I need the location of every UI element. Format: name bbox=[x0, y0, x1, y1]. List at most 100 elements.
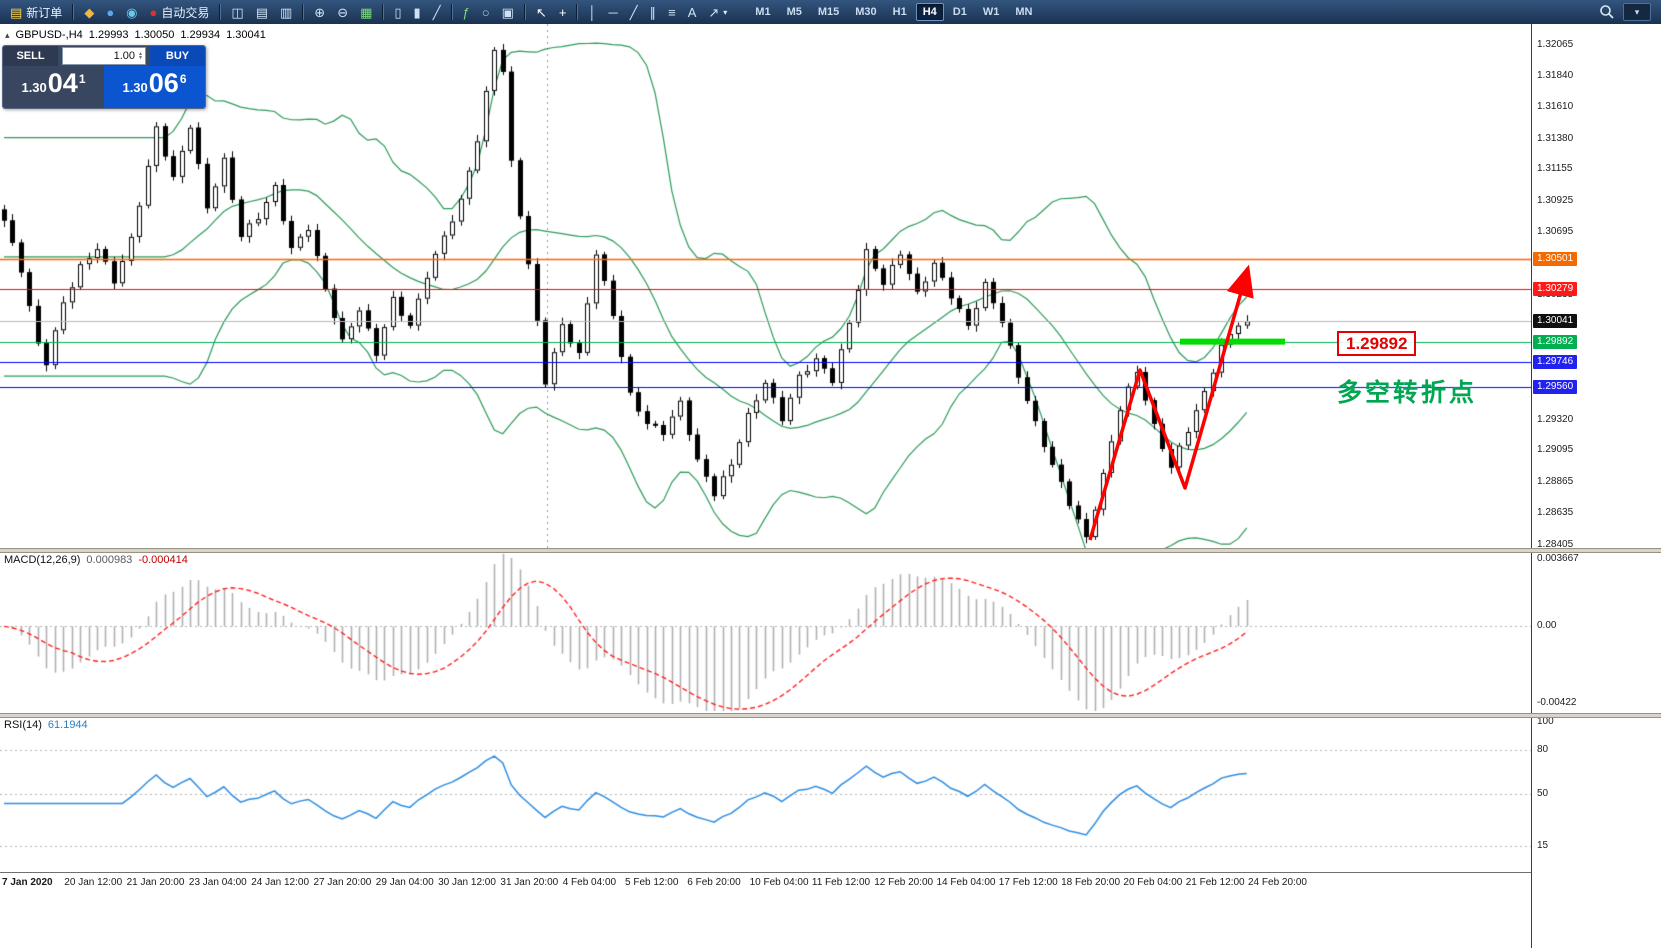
timeframe-m30[interactable]: M30 bbox=[855, 6, 877, 18]
panel-splitter-macd[interactable] bbox=[0, 548, 1661, 553]
arrow-tool-icon[interactable]: ↗ ▾ bbox=[703, 2, 732, 22]
sell-button[interactable]: SELL bbox=[3, 46, 58, 66]
templates-icon-glyph: ▣ bbox=[501, 4, 514, 20]
rsi-axis[interactable]: 100 80 50 15 bbox=[1532, 716, 1661, 872]
chart-windows-icon-glyph: ▥ bbox=[279, 4, 293, 20]
community-icon-glyph: ◉ bbox=[126, 4, 138, 20]
buy-price[interactable]: 1.30 06 6 bbox=[104, 66, 205, 108]
trendline-icon[interactable]: ╱ bbox=[625, 2, 643, 22]
panel-splitter-rsi[interactable] bbox=[0, 713, 1661, 718]
price-axis-label: 1.30695 bbox=[1537, 226, 1574, 238]
toolbar-separator bbox=[72, 4, 75, 20]
rsi-axis-label: 15 bbox=[1537, 839, 1549, 851]
volume-spinner[interactable]: ▲ ▼ bbox=[138, 51, 143, 61]
macd-canvas[interactable] bbox=[0, 551, 1531, 713]
line-chart-icon[interactable]: ╱ bbox=[428, 2, 446, 22]
rsi-label: RSI(14) 61.1944 bbox=[4, 719, 88, 731]
candlestick-chart-icon-glyph: ▮ bbox=[413, 4, 421, 20]
time-axis-label: 30 Jan 12:00 bbox=[438, 877, 496, 888]
macd-axis[interactable]: 0.003667 0.00 -0.00422 bbox=[1532, 551, 1661, 713]
new-order-button-label: 新订单 bbox=[26, 5, 63, 20]
zoom-out-icon-glyph: ⊖ bbox=[337, 4, 349, 20]
chart-windows-icon[interactable]: ▥ bbox=[275, 2, 297, 22]
ohlc-low: 1.29934 bbox=[180, 29, 221, 41]
text-icon[interactable]: A bbox=[683, 2, 702, 22]
zoom-in-icon[interactable]: ⊕ bbox=[309, 2, 330, 22]
fibonacci-icon[interactable]: ≡ bbox=[663, 2, 681, 22]
timeframe-d1[interactable]: D1 bbox=[952, 6, 967, 18]
rsi-canvas[interactable] bbox=[0, 716, 1531, 872]
price-axis-label: 1.29320 bbox=[1537, 413, 1574, 425]
zoom-out-icon[interactable]: ⊖ bbox=[332, 2, 353, 22]
price-axis[interactable]: 1.32065 1.31840 1.31610 1.31380 1.31155 1.309… bbox=[1532, 24, 1661, 550]
chart-header: ▴ GBPUSD-,H4 1.29993 1.30050 1.29934 1.3… bbox=[5, 29, 266, 41]
market-watch-icon[interactable]: ● bbox=[101, 2, 119, 22]
sell-price-big: 04 bbox=[47, 68, 78, 98]
chart-profiles-icon[interactable]: ▤ bbox=[251, 2, 273, 22]
price-chart-canvas[interactable] bbox=[0, 24, 1531, 548]
time-axis-label: 24 Jan 12:00 bbox=[251, 877, 310, 888]
arrow-tool-icon-dropdown[interactable]: ▾ bbox=[723, 7, 728, 17]
chart-symbol-period: GBPUSD-,H4 bbox=[15, 29, 83, 41]
timeframe-h1[interactable]: H1 bbox=[892, 6, 907, 18]
time-axis-label: 27 Jan 20:00 bbox=[313, 877, 372, 888]
period-icon[interactable]: ○ bbox=[477, 2, 495, 22]
volume-field-wrap: 1.00 ▲ ▼ bbox=[58, 46, 150, 66]
trendline-icon-glyph: ╱ bbox=[629, 4, 638, 20]
macd-panel: MACD(12,26,9) 0.000983 -0.000414 bbox=[0, 551, 1531, 713]
time-axis-label: 18 Feb 20:00 bbox=[1061, 877, 1121, 888]
channel-icon[interactable]: ∥ bbox=[645, 2, 662, 22]
timeframe-m5[interactable]: M5 bbox=[786, 6, 802, 18]
new-chart-icon[interactable]: ◫ bbox=[226, 2, 248, 22]
sell-price[interactable]: 1.30 04 1 bbox=[3, 66, 104, 108]
price-callout[interactable]: 1.29892 bbox=[1337, 331, 1417, 356]
new-order-button[interactable]: ▤ 新订单 bbox=[5, 2, 67, 22]
price-axis-label: 1.29095 bbox=[1537, 444, 1574, 456]
macd-value-main: 0.000983 bbox=[86, 554, 133, 566]
vertical-line-icon[interactable]: │ bbox=[583, 2, 601, 22]
time-axis-label: 29 Jan 04:00 bbox=[375, 877, 434, 888]
price-axis-label: 1.31155 bbox=[1537, 163, 1573, 175]
toolbar-right: ▾ bbox=[1599, 3, 1657, 21]
timeframe-mn[interactable]: MN bbox=[1015, 6, 1033, 18]
quick-nav-box[interactable]: ▾ bbox=[1623, 3, 1651, 21]
search-icon[interactable] bbox=[1599, 4, 1615, 20]
community-icon[interactable]: ◉ bbox=[121, 2, 142, 22]
bar-chart-icon[interactable]: ▯ bbox=[389, 2, 406, 22]
grid-icon[interactable]: ▦ bbox=[355, 2, 377, 22]
candlestick-chart-icon[interactable]: ▮ bbox=[409, 2, 426, 22]
annotation-text[interactable]: 多空转折点 bbox=[1337, 379, 1478, 407]
time-axis-label: 14 Feb 04:00 bbox=[936, 877, 996, 888]
price-tag: 1.30279 bbox=[1533, 281, 1578, 296]
spinner-down-icon[interactable]: ▼ bbox=[138, 55, 143, 61]
indicators-icon[interactable]: ƒ bbox=[458, 2, 475, 22]
new-chart-icon-glyph: ◫ bbox=[231, 4, 244, 20]
auto-trading-button-label: 自动交易 bbox=[161, 5, 210, 20]
volume-value: 1.00 bbox=[113, 50, 136, 62]
buy-button[interactable]: BUY bbox=[150, 46, 205, 66]
templates-icon[interactable]: ▣ bbox=[497, 2, 519, 22]
price-axis-column[interactable]: 1.32065 1.31840 1.31610 1.31380 1.31155 1.309… bbox=[1531, 24, 1661, 948]
crosshair-icon[interactable]: + bbox=[554, 2, 572, 22]
text-icon-glyph: A bbox=[687, 4, 697, 20]
time-axis-label: 20 Feb 04:00 bbox=[1123, 877, 1183, 888]
cursor-icon[interactable]: ↖ bbox=[531, 2, 552, 22]
horizontal-line-icon[interactable]: ─ bbox=[604, 2, 623, 22]
line-chart-icon-glyph: ╱ bbox=[432, 4, 441, 20]
auto-trading-button[interactable]: ● 自动交易 bbox=[145, 2, 215, 22]
macd-name: MACD(12,26,9) bbox=[4, 554, 81, 566]
new-order-button-glyph: ▤ bbox=[10, 4, 23, 20]
buy-price-small: 1.30 bbox=[122, 80, 148, 95]
timeframe-m15[interactable]: M15 bbox=[817, 6, 840, 18]
price-tag: 1.30501 bbox=[1533, 251, 1578, 266]
timeframe-w1[interactable]: W1 bbox=[982, 6, 1000, 18]
volume-input[interactable]: 1.00 ▲ ▼ bbox=[62, 47, 146, 65]
toolbar-separator bbox=[382, 4, 385, 20]
timeframe-h4[interactable]: H4 bbox=[915, 3, 944, 21]
one-click-collapse-icon[interactable]: ▴ bbox=[5, 29, 10, 40]
rsi-axis-label: 50 bbox=[1537, 788, 1549, 799]
timeframe-m1[interactable]: M1 bbox=[755, 6, 771, 18]
favorites-icon[interactable]: ◆ bbox=[79, 2, 99, 22]
spinner-up-icon[interactable]: ▲ bbox=[138, 51, 143, 57]
time-axis[interactable]: 7 Jan 2020 20 Jan 12:00 21 Jan 20:00 23 Jan… bbox=[0, 872, 1531, 949]
